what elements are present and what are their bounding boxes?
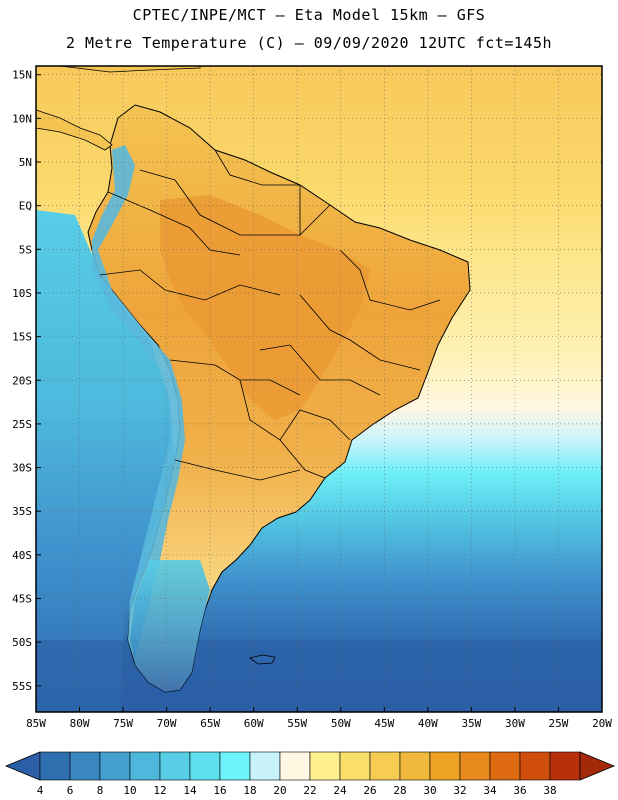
andes-cold-ribbon [92,145,185,660]
patagonia-cool [130,560,210,692]
colorbar-label: 4 [37,784,44,797]
colorbar-swatch [309,751,341,781]
lon-label: 40W [418,717,438,730]
colorbar-label: 30 [423,784,436,797]
lat-label: 25S [12,418,32,431]
colorbar: 4 6 8 10 12 14 16 18 20 22 24 26 28 30 32 34 36 38 [4,751,616,797]
lat-label: 5S [19,243,32,256]
lat-label: 20S [12,374,32,387]
colorbar-swatch [129,751,161,781]
colorbar-label: 38 [543,784,556,797]
colorbar-label: 28 [393,784,406,797]
colorbar-swatch [99,751,131,781]
colorbar-swatch [369,751,401,781]
colorbar-label: 24 [333,784,347,797]
colorbar-label: 10 [123,784,136,797]
lon-label: 75W [113,717,133,730]
hot-interior [160,195,370,420]
lon-label: 55W [287,717,307,730]
central-america [36,109,113,151]
lat-label: 50S [12,636,32,649]
colorbar-label: 14 [183,784,197,797]
lat-label: 10S [12,287,32,300]
colorbar-label: 6 [67,784,74,797]
lat-label: 40S [12,549,32,562]
lon-label: 65W [200,717,220,730]
colorbar-label: 22 [303,784,316,797]
southern-ocean-band [36,640,602,712]
chart-title: CPTEC/INPE/MCT – Eta Model 15km – GFS [132,6,486,24]
colorbar-swatch [519,751,551,781]
map-frame [35,65,603,713]
colorbar-label: 16 [213,784,226,797]
colorbar-swatch [429,751,461,781]
lat-label: 5N [19,156,32,169]
colorbar-label: 26 [363,784,376,797]
colorbar-swatch [69,751,101,781]
colorbar-under-arrow [4,751,41,781]
colorbar-swatch [219,751,251,781]
lat-label: 10N [12,112,32,125]
colorbar-label: 34 [483,784,497,797]
temperature-map: 15N 10N 5N EQ 5S 10S 15S 20S 25S 30S 35S 40S 45S 50S 5… [12,65,612,730]
lat-label: EQ [19,200,32,213]
lat-label: 35S [12,505,32,518]
lon-label: 60W [244,717,264,730]
lat-label: 55S [12,680,32,693]
lon-label: 80W [70,717,90,730]
colorbar-label: 18 [243,784,256,797]
colorbar-label: 12 [153,784,166,797]
country-borders [99,149,441,481]
colorbar-swatch [489,751,521,781]
colorbar-swatch [399,751,431,781]
colorbar-label: 32 [453,784,466,797]
colorbar-swatch [249,751,281,781]
lon-label: 50W [331,717,351,730]
lon-label: 25W [549,717,569,730]
caribbean-coast [59,66,201,73]
lon-label: 45W [374,717,394,730]
colorbar-swatch [549,751,581,781]
lat-label: 30S [12,462,32,475]
chart-subtitle: 2 Metre Temperature (C) – 09/09/2020 12U… [65,34,553,52]
colorbar-swatch [279,751,311,781]
colorbar-swatch [339,751,371,781]
colorbar-swatch [39,751,71,781]
colorbar-label: 36 [513,784,526,797]
longitude-labels: 85W 80W 75W 70W 65W 60W 55W 50W 45W 40W 35W 30W 25W 2… [26,707,612,730]
latitude-labels: 15N 10N 5N EQ 5S 10S 15S 20S 25S 30S 35S 40S 45S 50S 5… [12,69,41,693]
lon-label: 35W [461,717,481,730]
lon-label: 70W [157,717,177,730]
colorbar-label: 20 [273,784,286,797]
colorbar-swatch [159,751,191,781]
lat-label: 45S [12,593,32,606]
lon-label: 20W [592,717,612,730]
colorbar-swatch [189,751,221,781]
lat-label: 15N [12,69,32,82]
colorbar-label: 8 [97,784,104,797]
colorbar-over-arrow [579,751,616,781]
lon-label: 30W [505,717,525,730]
lon-label: 85W [26,717,46,730]
lat-label: 15S [12,331,32,344]
colorbar-swatch [459,751,491,781]
falkland-islands [249,654,276,665]
